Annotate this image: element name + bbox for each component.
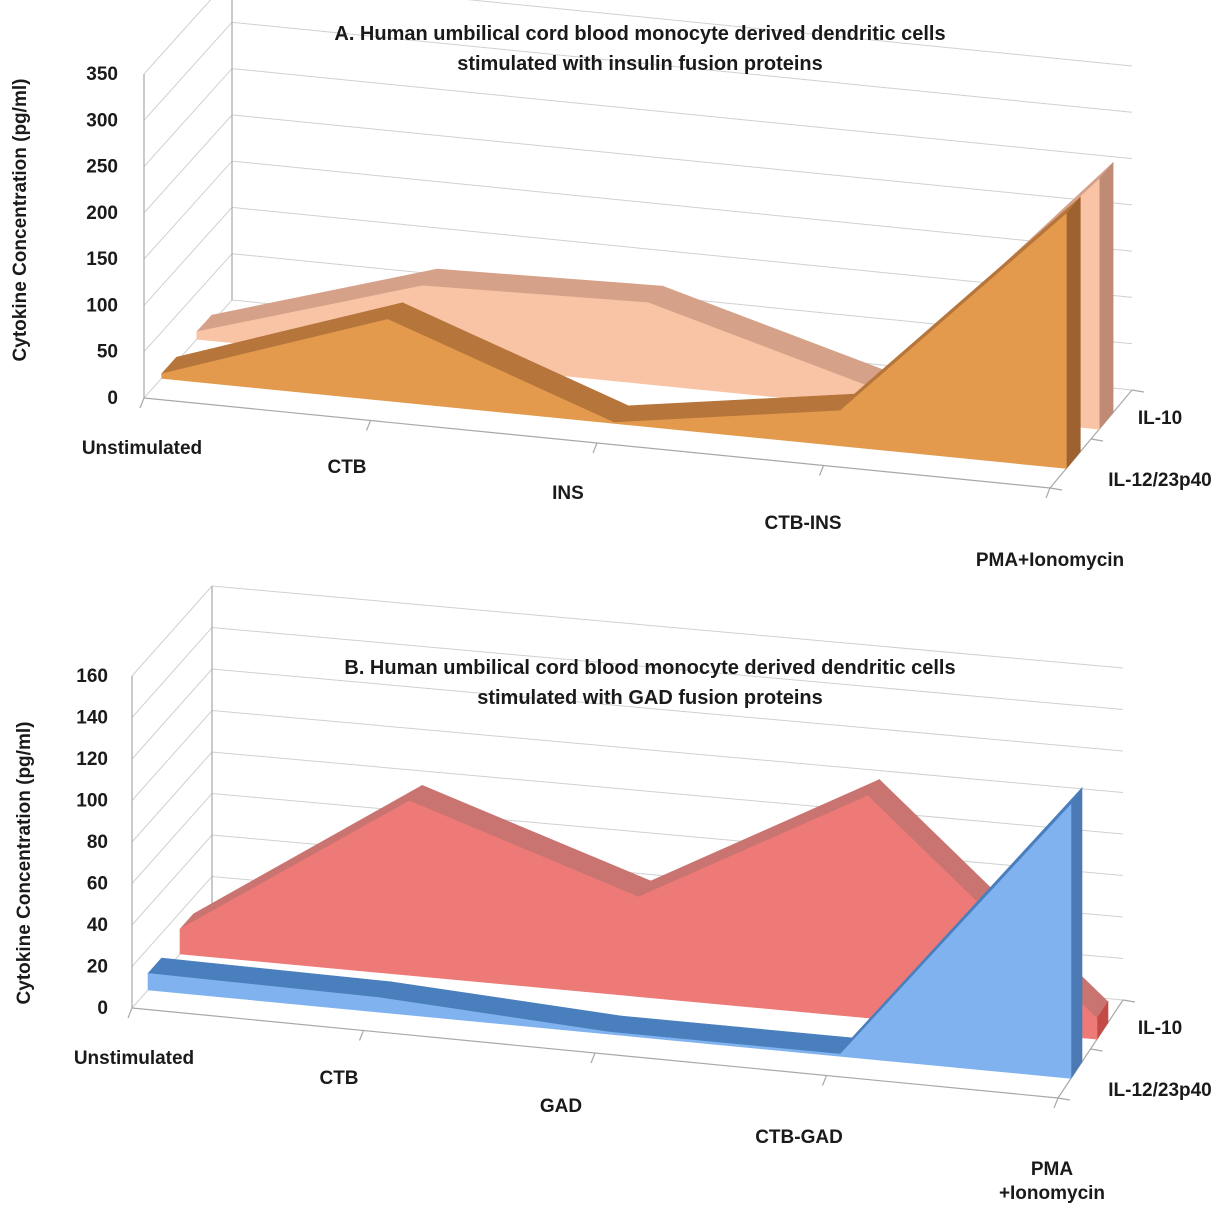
- gridline: [144, 69, 1132, 167]
- chart-title-line: A. Human umbilical cord blood monocyte d…: [334, 23, 945, 45]
- x-tick-mark: [1054, 1098, 1058, 1108]
- y-axis-label: Cytokine Concentration (pg/ml): [14, 722, 35, 1005]
- y-tick-label: 150: [86, 249, 118, 270]
- depth-tick-mark: [1091, 439, 1103, 441]
- series-label: IL-12/23p40: [1108, 1080, 1212, 1101]
- series-label: IL-10: [1138, 1018, 1182, 1039]
- x-tick-label: PMA+Ionomycin: [976, 550, 1124, 571]
- x-tick-label: PMA+Ionomycin: [999, 1159, 1105, 1204]
- x-tick-mark: [367, 421, 371, 431]
- y-tick-label: 160: [76, 666, 108, 687]
- x-tick-label: CTB-INS: [764, 513, 841, 534]
- y-tick-label: 200: [86, 203, 118, 224]
- depth-tick-mark: [1123, 1000, 1135, 1002]
- x-tick-label: CTB: [319, 1068, 358, 1089]
- chart-title-line: stimulated with GAD fusion proteins: [477, 687, 823, 709]
- series-label: IL-12/23p40: [1108, 470, 1212, 491]
- x-tick-label: CTB-GAD: [755, 1127, 843, 1148]
- series-label: IL-10: [1138, 408, 1182, 429]
- y-tick-labels: 0 50 100 150 200 250 300 350: [86, 64, 118, 409]
- y-tick-label: 60: [87, 874, 108, 895]
- gridline: [132, 711, 1123, 801]
- y-tick-label: 250: [86, 157, 118, 178]
- y-tick-label: 100: [76, 791, 108, 812]
- depth-tick-mark: [1132, 390, 1144, 392]
- gridline: [132, 752, 1123, 842]
- depth-tick-mark: [1050, 488, 1062, 490]
- series-end-face: [1066, 197, 1080, 468]
- x-tick-label: INS: [552, 483, 584, 504]
- y-tick-label: 300: [86, 110, 118, 131]
- y-tick-label: 100: [86, 295, 118, 316]
- x-tick-label: Unstimulated: [74, 1048, 194, 1069]
- chart-title-line: B. Human umbilical cord blood monocyte d…: [344, 657, 955, 679]
- chart-panel-b: 0 20 40 60 80 100 120 140 160 Cytokine Concentrat…: [14, 586, 1212, 1204]
- y-tick-label: 80: [87, 832, 108, 853]
- x-tick-mark: [128, 1008, 132, 1018]
- y-tick-label: 40: [87, 915, 108, 936]
- series-end-face: [1071, 788, 1082, 1079]
- depth-tick-mark: [1091, 1049, 1103, 1051]
- x-tick-label: CTB: [327, 457, 366, 478]
- series-top-segment: [610, 1016, 852, 1054]
- y-axis-label: Cytokine Concentration (pg/ml): [10, 79, 31, 362]
- y-tick-label: 140: [76, 708, 108, 729]
- y-tick-label: 20: [87, 957, 108, 978]
- series-labels: IL-10 IL-12/23p40: [1108, 1018, 1212, 1101]
- y-tick-label: 0: [97, 998, 108, 1019]
- x-tick-mark: [1046, 488, 1050, 498]
- y-tick-label: 0: [107, 388, 118, 409]
- x-tick-mark: [140, 398, 144, 408]
- y-tick-label: 50: [97, 342, 118, 363]
- y-tick-labels: 0 20 40 60 80 100 120 140 160: [76, 666, 108, 1019]
- gridline: [144, 161, 1132, 259]
- x-tick-mark: [591, 1053, 595, 1063]
- gridline: [132, 669, 1123, 759]
- chart-panel-a: 0 50 100 150 200 250 300 350 Cytokine Concentrat…: [10, 0, 1212, 571]
- x-tick-labels: Unstimulated CTB GAD CTB-GAD PMA+Ionomycin: [74, 1048, 1105, 1204]
- y-tick-label: 350: [86, 64, 118, 85]
- x-tick-label: GAD: [540, 1096, 582, 1117]
- x-tick-label: Unstimulated: [82, 438, 202, 459]
- x-tick-mark: [360, 1031, 364, 1041]
- x-tick-mark: [823, 1076, 827, 1086]
- y-tick-label: 120: [76, 749, 108, 770]
- series-end-face: [1099, 163, 1113, 430]
- x-tick-mark: [593, 443, 597, 453]
- chart-title-line: stimulated with insulin fusion proteins: [457, 53, 823, 75]
- gridline: [144, 115, 1132, 213]
- series-labels: IL-10 IL-12/23p40: [1108, 408, 1212, 491]
- x-tick-mark: [820, 466, 824, 476]
- depth-tick-mark: [1058, 1098, 1070, 1100]
